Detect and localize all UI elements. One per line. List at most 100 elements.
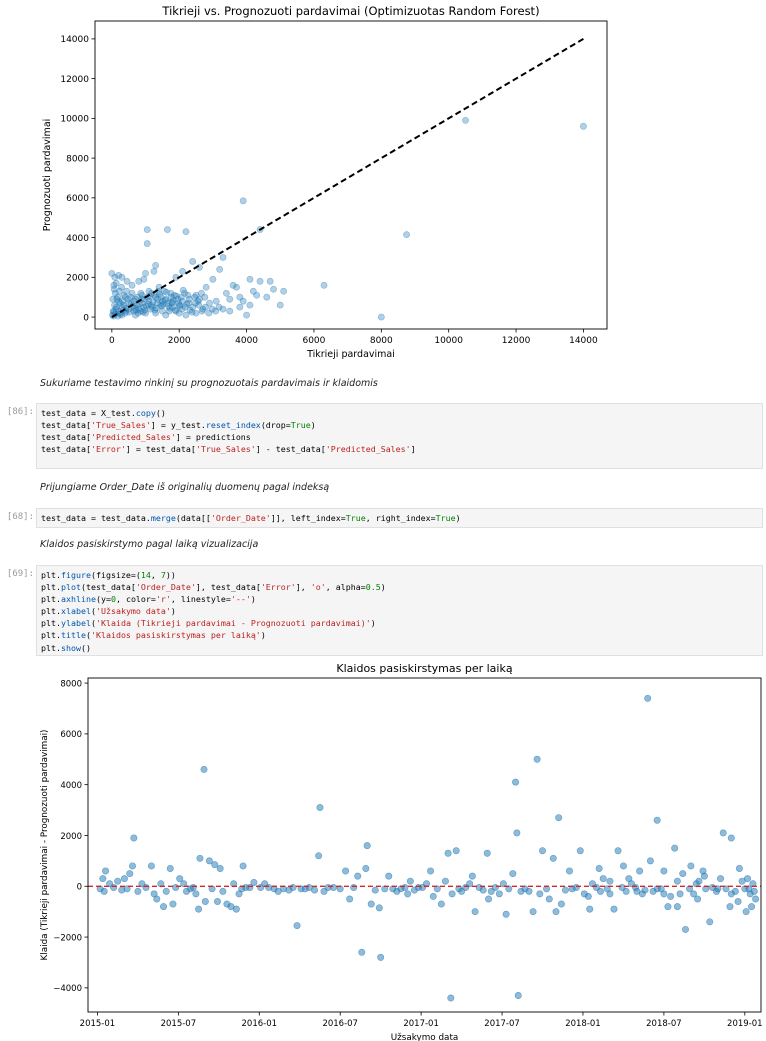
data-point [191, 299, 199, 307]
data-point [362, 864, 370, 872]
data-point [134, 293, 141, 301]
x-tick-label: 0 [109, 336, 115, 346]
data-point [116, 299, 124, 307]
data-point [243, 311, 250, 319]
data-point [191, 293, 199, 301]
x-axis-label: Užsakymo data [391, 1033, 459, 1041]
data-point [179, 267, 186, 275]
data-point [229, 281, 237, 289]
data-point [462, 116, 469, 124]
data-point [188, 308, 196, 316]
data-point [641, 886, 649, 894]
data-point [162, 887, 170, 895]
x-tick-label: 2019-01 [727, 1019, 763, 1029]
data-point [250, 878, 258, 886]
data-point [189, 884, 197, 892]
data-point [350, 884, 358, 892]
data-point [168, 298, 176, 306]
data-point [199, 305, 207, 313]
data-point [158, 307, 166, 315]
x-tick-label: 2018-07 [646, 1019, 682, 1029]
data-point [176, 875, 184, 883]
data-point [153, 895, 161, 903]
data-point [354, 872, 362, 880]
data-point [485, 895, 493, 903]
data-point [545, 895, 553, 903]
data-point [514, 991, 522, 999]
data-point [142, 302, 150, 310]
data-point [132, 306, 140, 314]
plot-frame [94, 20, 608, 330]
data-point [222, 289, 230, 297]
data-point [219, 305, 227, 313]
x-tick-label: 2015-01 [80, 1019, 116, 1029]
data-point [160, 903, 168, 911]
code-line: test_data['Error'] = test_data['True_Sal… [41, 444, 416, 455]
data-point [216, 864, 224, 872]
chart-title: Klaidos pasiskirstymas per laiką [336, 662, 512, 675]
data-point [371, 886, 379, 894]
code-cell-69[interactable]: plt.figure(figsize=(14, 7)) plt.plot(test… [36, 565, 763, 656]
data-point [138, 299, 146, 307]
code-line: test_data = X_test.copy() [41, 408, 166, 418]
data-point [599, 875, 607, 883]
data-point [256, 277, 264, 285]
data-point [595, 864, 603, 872]
x-tick-label: 4000 [235, 336, 258, 346]
data-point [159, 300, 167, 308]
x-tick-label: 12000 [502, 336, 531, 346]
data-point [171, 291, 178, 299]
data-point [181, 289, 188, 297]
data-point [270, 285, 277, 293]
data-point [466, 880, 474, 888]
data-point [694, 895, 702, 903]
data-point [169, 296, 177, 304]
y-tick-label: 4000 [66, 234, 89, 244]
data-point [576, 847, 584, 855]
data-point [175, 309, 183, 317]
data-point [132, 311, 139, 319]
data-point [714, 885, 722, 893]
data-point [377, 953, 385, 961]
data-point [100, 887, 108, 895]
data-point [152, 309, 160, 317]
data-point [173, 292, 180, 300]
code-cell-68[interactable]: test_data = test_data.merge(data[['Order… [36, 508, 763, 528]
x-axis-label: Tikrieji pardavimai [306, 349, 395, 360]
y-tick-label: 6000 [66, 194, 89, 204]
x-tick-label: 2017-07 [484, 1019, 520, 1029]
data-point [565, 867, 573, 875]
data-point [131, 304, 139, 312]
data-point [679, 870, 687, 878]
data-point [113, 303, 120, 311]
data-point [124, 295, 132, 303]
data-point [152, 304, 160, 312]
code-cell-86[interactable]: test_data = X_test.copy() test_data['True… [36, 403, 763, 469]
code-line: plt.xlabel('Užsakymo data') [41, 606, 176, 617]
data-point [130, 834, 138, 842]
data-point [121, 293, 129, 301]
data-point [276, 301, 284, 309]
data-point [212, 297, 220, 305]
data-point [433, 885, 441, 893]
data-point [660, 867, 668, 875]
data-point [128, 281, 136, 289]
data-point [174, 295, 182, 303]
data-point [266, 277, 274, 285]
data-point [597, 887, 605, 895]
data-point [143, 240, 151, 247]
data-point [385, 872, 393, 880]
data-point [192, 291, 200, 299]
code-line: plt.title('Klaidos pasiskirstymas per la… [41, 630, 266, 641]
data-point [177, 293, 185, 301]
data-point [483, 849, 491, 857]
data-point [289, 884, 297, 892]
data-point [441, 877, 449, 885]
data-point [610, 905, 618, 913]
data-point [123, 277, 131, 285]
data-point [148, 303, 156, 311]
data-point [178, 305, 186, 313]
data-point [552, 908, 560, 916]
data-point [181, 303, 189, 311]
data-point [147, 862, 155, 870]
